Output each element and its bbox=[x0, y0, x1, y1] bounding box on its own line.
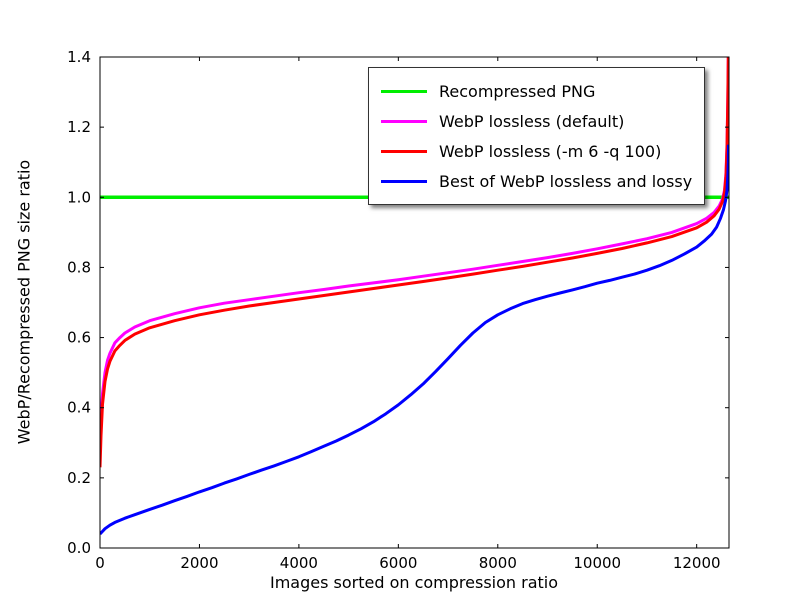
legend: Recompressed PNG WebP lossless (default) W… bbox=[368, 67, 706, 205]
y-tick-label: 0.4 bbox=[67, 399, 91, 417]
legend-line-swatch bbox=[381, 119, 427, 123]
series-line-2 bbox=[100, 57, 729, 468]
x-tick-label: 10000 bbox=[573, 554, 621, 572]
x-tick-label: 4000 bbox=[280, 554, 318, 572]
series-line-3 bbox=[100, 144, 729, 536]
x-axis-label: Images sorted on compression ratio bbox=[269, 573, 559, 592]
x-tick-label: 2000 bbox=[180, 554, 218, 572]
y-tick-label: 1.2 bbox=[67, 118, 91, 136]
x-tick-label: 8000 bbox=[479, 554, 517, 572]
series-line-1 bbox=[100, 57, 729, 454]
y-axis-label: WebP/Recompressed PNG size ratio bbox=[14, 159, 34, 445]
legend-item: Best of WebP lossless and lossy bbox=[381, 166, 692, 196]
y-tick-label: 1.4 bbox=[67, 48, 91, 66]
y-tick-label: 1.0 bbox=[67, 188, 91, 206]
y-tick-label: 0.2 bbox=[67, 469, 91, 487]
y-tick-label: 0.0 bbox=[67, 539, 91, 557]
legend-label: Best of WebP lossless and lossy bbox=[439, 171, 693, 191]
y-tick-label: 0.6 bbox=[67, 329, 91, 347]
legend-item: WebP lossless (-m 6 -q 100) bbox=[381, 136, 692, 166]
legend-label: Recompressed PNG bbox=[439, 81, 596, 101]
legend-line-swatch bbox=[381, 179, 427, 183]
legend-label: WebP lossless (default) bbox=[439, 111, 625, 131]
y-tick-label: 0.8 bbox=[67, 258, 91, 276]
x-tick-label: 0 bbox=[95, 554, 105, 572]
legend-item: Recompressed PNG bbox=[381, 76, 692, 106]
legend-line-swatch bbox=[381, 89, 427, 93]
legend-line-swatch bbox=[381, 149, 427, 153]
legend-item: WebP lossless (default) bbox=[381, 106, 692, 136]
x-tick-label: 6000 bbox=[379, 554, 417, 572]
plot-frame bbox=[99, 56, 730, 549]
x-tick-label: 12000 bbox=[673, 554, 721, 572]
legend-label: WebP lossless (-m 6 -q 100) bbox=[439, 141, 662, 161]
